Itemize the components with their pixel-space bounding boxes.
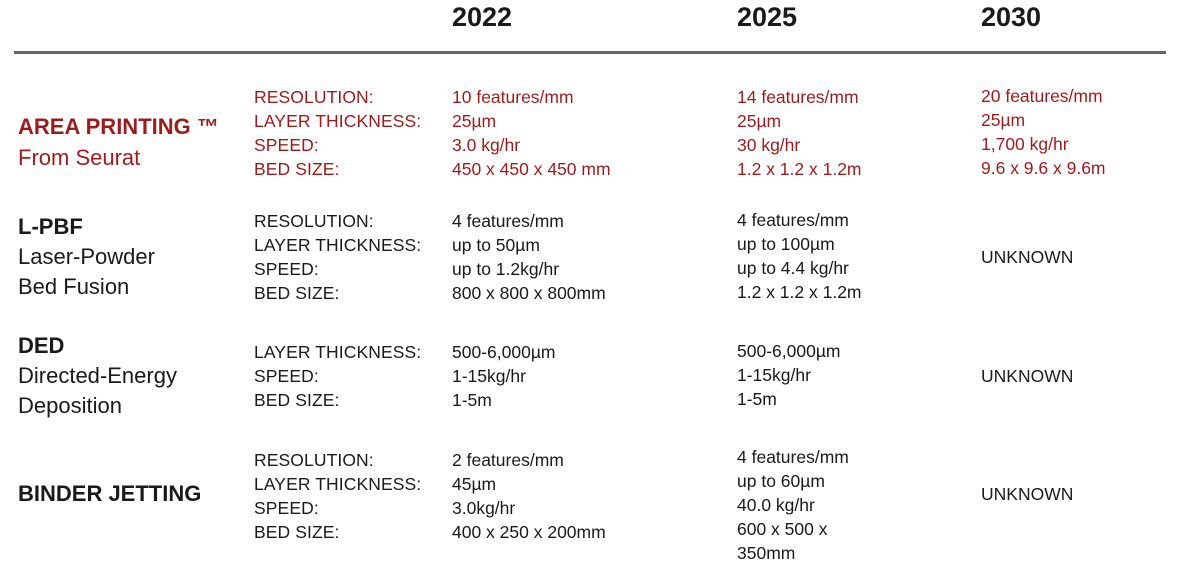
- values-2025-ded: 500-6,000µm 1-15kg/hr 1-5m: [737, 339, 840, 411]
- value-cell: 1.2 x 1.2 x 1.2m: [737, 282, 862, 302]
- values-2025-l-pbf: 4 features/mm up to 100µm up to 4.4 kg/h…: [737, 208, 862, 304]
- row-subtitle-l-pbf-1: Laser-Powder: [18, 244, 155, 269]
- value-cell: 40.0 kg/hr: [737, 495, 815, 515]
- value-cell: 20 features/mm: [981, 86, 1103, 106]
- value-cell: 3.0kg/hr: [452, 498, 516, 518]
- value-unknown-ded-2030: UNKNOWN: [981, 366, 1074, 386]
- label-speed: SPEED:: [254, 498, 319, 518]
- label-bed-size: BED SIZE:: [254, 283, 340, 303]
- value-cell: 9.6 x 9.6 x 9.6m: [981, 158, 1106, 178]
- label-bed-size: BED SIZE:: [254, 159, 340, 179]
- value-cell: 25µm: [452, 111, 497, 131]
- label-layer-thickness: LAYER THICKNESS:: [254, 111, 422, 131]
- value-unknown-binder-jetting-2030: UNKNOWN: [981, 484, 1074, 504]
- value-cell: up to 1.2kg/hr: [452, 259, 560, 279]
- value-cell: 4 features/mm: [737, 447, 849, 467]
- label-layer-thickness: LAYER THICKNESS:: [254, 342, 422, 362]
- value-cell: 25µm: [981, 110, 1026, 130]
- label-speed: SPEED:: [254, 366, 319, 386]
- row-title-l-pbf: L-PBF: [18, 214, 83, 239]
- row-labels-l-pbf: RESOLUTION: LAYER THICKNESS: SPEED: BED …: [254, 209, 421, 305]
- value-cell: 45µm: [452, 474, 497, 494]
- values-2030-area-printing: 20 features/mm 25µm 1,700 kg/hr 9.6 x 9.…: [981, 84, 1106, 180]
- value-unknown-l-pbf-2030: UNKNOWN: [981, 247, 1074, 267]
- value-cell: 400 x 250 x 200mm: [452, 522, 606, 542]
- label-layer-thickness: LAYER THICKNESS:: [254, 474, 422, 494]
- label-bed-size: BED SIZE:: [254, 390, 340, 410]
- row-subtitle-l-pbf-2: Bed Fusion: [18, 274, 130, 299]
- label-resolution: RESOLUTION:: [254, 87, 374, 107]
- row-title-area-printing: AREA PRINTING ™: [18, 114, 219, 139]
- label-speed: SPEED:: [254, 259, 319, 279]
- values-2022-area-printing: 10 features/mm 25µm 3.0 kg/hr 450 x 450 …: [452, 85, 611, 181]
- value-cell: 1-15kg/hr: [737, 365, 811, 385]
- value-cell: 600 x 500 x: [737, 519, 828, 539]
- year-header-2030: 2030: [981, 2, 1042, 32]
- value-cell: up to 50µm: [452, 235, 540, 255]
- value-cell: 3.0 kg/hr: [452, 135, 521, 155]
- value-cell: 1.2 x 1.2 x 1.2m: [737, 159, 862, 179]
- value-cell: up to 100µm: [737, 234, 835, 254]
- label-resolution: RESOLUTION:: [254, 450, 374, 470]
- values-2025-binder-jetting: 4 features/mm up to 60µm 40.0 kg/hr 600 …: [737, 445, 849, 565]
- year-header-2022: 2022: [452, 2, 513, 32]
- row-subtitle-ded-2: Deposition: [18, 393, 122, 418]
- label-layer-thickness: LAYER THICKNESS:: [254, 235, 422, 255]
- value-cell: up to 60µm: [737, 471, 825, 491]
- row-title-ded: DED: [18, 333, 65, 358]
- values-2025-area-printing: 14 features/mm 25µm 30 kg/hr 1.2 x 1.2 x…: [737, 85, 862, 181]
- value-cell: 1,700 kg/hr: [981, 134, 1069, 154]
- values-2022-ded: 500-6,000µm 1-15kg/hr 1-5m: [452, 340, 555, 412]
- value-cell: 450 x 450 x 450 mm: [452, 159, 611, 179]
- value-cell: 350mm: [737, 543, 796, 563]
- row-title-binder-jetting: BINDER JETTING: [18, 481, 202, 506]
- label-bed-size: BED SIZE:: [254, 522, 340, 542]
- value-cell: 30 kg/hr: [737, 135, 801, 155]
- value-cell: 10 features/mm: [452, 87, 574, 107]
- values-2022-binder-jetting: 2 features/mm 45µm 3.0kg/hr 400 x 250 x …: [452, 448, 606, 544]
- value-cell: 14 features/mm: [737, 87, 859, 107]
- row-labels-binder-jetting: RESOLUTION: LAYER THICKNESS: SPEED: BED …: [254, 448, 421, 544]
- value-cell: 25µm: [737, 111, 782, 131]
- value-cell: 1-5m: [452, 390, 492, 410]
- value-cell: 4 features/mm: [452, 211, 564, 231]
- row-subtitle-ded-1: Directed-Energy: [18, 363, 177, 388]
- row-labels-ded: LAYER THICKNESS: SPEED: BED SIZE:: [254, 340, 421, 412]
- row-labels-area-printing: RESOLUTION: LAYER THICKNESS: SPEED: BED …: [254, 85, 421, 181]
- value-cell: 500-6,000µm: [452, 342, 556, 362]
- values-2022-l-pbf: 4 features/mm up to 50µm up to 1.2kg/hr …: [452, 209, 606, 305]
- value-cell: 1-15kg/hr: [452, 366, 526, 386]
- label-resolution: RESOLUTION:: [254, 211, 374, 231]
- value-cell: 1-5m: [737, 389, 777, 409]
- value-cell: 500-6,000µm: [737, 341, 841, 361]
- value-cell: 800 x 800 x 800mm: [452, 283, 606, 303]
- header-divider: [14, 51, 1166, 54]
- value-cell: up to 4.4 kg/hr: [737, 258, 849, 278]
- year-header-2025: 2025: [737, 2, 798, 32]
- row-subtitle-area-printing: From Seurat: [18, 145, 141, 170]
- label-speed: SPEED:: [254, 135, 319, 155]
- value-cell: 4 features/mm: [737, 210, 849, 230]
- value-cell: 2 features/mm: [452, 450, 564, 470]
